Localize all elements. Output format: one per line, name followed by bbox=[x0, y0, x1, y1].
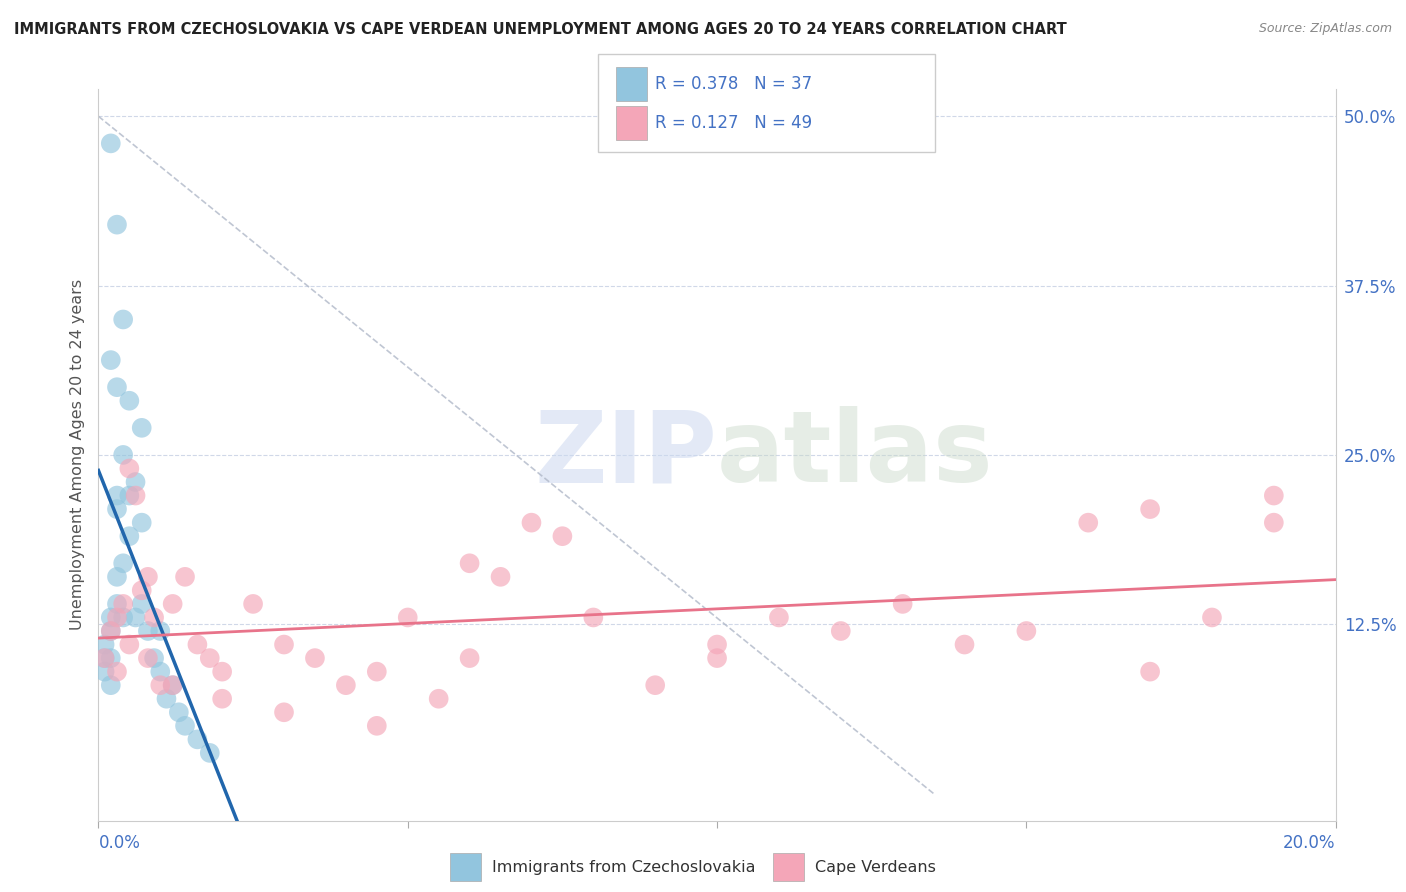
Point bbox=[124, 475, 146, 489]
Point bbox=[100, 136, 122, 151]
Point bbox=[118, 638, 141, 652]
Point bbox=[131, 421, 153, 435]
Point bbox=[118, 461, 141, 475]
Point bbox=[644, 678, 666, 692]
Point bbox=[458, 556, 481, 570]
Point bbox=[520, 516, 543, 530]
Point bbox=[155, 691, 177, 706]
Point bbox=[1139, 665, 1161, 679]
Point bbox=[891, 597, 914, 611]
Point bbox=[93, 665, 115, 679]
Point bbox=[136, 651, 159, 665]
Point bbox=[366, 719, 388, 733]
Point bbox=[1139, 502, 1161, 516]
Point bbox=[198, 651, 221, 665]
Point bbox=[167, 706, 190, 720]
Point bbox=[143, 610, 166, 624]
Point bbox=[396, 610, 419, 624]
Point bbox=[124, 610, 146, 624]
Text: 20.0%: 20.0% bbox=[1284, 834, 1336, 852]
Text: atlas: atlas bbox=[717, 407, 994, 503]
Point bbox=[1077, 516, 1099, 530]
Point bbox=[174, 570, 197, 584]
Text: Immigrants from Czechoslovakia: Immigrants from Czechoslovakia bbox=[492, 860, 755, 874]
Point bbox=[427, 691, 450, 706]
Point bbox=[1263, 516, 1285, 530]
Point bbox=[366, 665, 388, 679]
Text: ZIP: ZIP bbox=[534, 407, 717, 503]
Point bbox=[198, 746, 221, 760]
Point bbox=[112, 556, 135, 570]
Point bbox=[149, 678, 172, 692]
Point bbox=[105, 665, 128, 679]
Point bbox=[112, 610, 135, 624]
Point bbox=[149, 665, 172, 679]
Point bbox=[105, 489, 128, 503]
Point bbox=[136, 570, 159, 584]
Point bbox=[162, 597, 184, 611]
Point bbox=[131, 583, 153, 598]
Point bbox=[1015, 624, 1038, 638]
Point bbox=[100, 624, 122, 638]
Point bbox=[100, 624, 122, 638]
Point bbox=[118, 489, 141, 503]
Point bbox=[124, 489, 146, 503]
Point bbox=[162, 678, 184, 692]
Point bbox=[211, 665, 233, 679]
Point bbox=[105, 218, 128, 232]
Text: Cape Verdeans: Cape Verdeans bbox=[815, 860, 936, 874]
Point bbox=[706, 651, 728, 665]
Point bbox=[100, 651, 122, 665]
Point bbox=[830, 624, 852, 638]
Point bbox=[1201, 610, 1223, 624]
Text: IMMIGRANTS FROM CZECHOSLOVAKIA VS CAPE VERDEAN UNEMPLOYMENT AMONG AGES 20 TO 24 : IMMIGRANTS FROM CZECHOSLOVAKIA VS CAPE V… bbox=[14, 22, 1067, 37]
Point bbox=[105, 502, 128, 516]
Point bbox=[174, 719, 197, 733]
Text: R = 0.127   N = 49: R = 0.127 N = 49 bbox=[655, 114, 813, 132]
Text: 0.0%: 0.0% bbox=[98, 834, 141, 852]
Point bbox=[304, 651, 326, 665]
Point bbox=[162, 678, 184, 692]
Point bbox=[100, 353, 122, 368]
Text: Source: ZipAtlas.com: Source: ZipAtlas.com bbox=[1258, 22, 1392, 36]
Point bbox=[768, 610, 790, 624]
Y-axis label: Unemployment Among Ages 20 to 24 years: Unemployment Among Ages 20 to 24 years bbox=[69, 279, 84, 631]
Point bbox=[131, 516, 153, 530]
Point bbox=[273, 706, 295, 720]
Point bbox=[242, 597, 264, 611]
Point bbox=[93, 651, 115, 665]
Point bbox=[706, 638, 728, 652]
Point bbox=[136, 624, 159, 638]
Point bbox=[211, 691, 233, 706]
Point bbox=[335, 678, 357, 692]
Point bbox=[1263, 489, 1285, 503]
Point bbox=[112, 597, 135, 611]
Point bbox=[582, 610, 605, 624]
Point bbox=[105, 597, 128, 611]
Point bbox=[93, 651, 115, 665]
Point bbox=[143, 651, 166, 665]
Point bbox=[489, 570, 512, 584]
Point bbox=[100, 678, 122, 692]
Text: R = 0.378   N = 37: R = 0.378 N = 37 bbox=[655, 75, 813, 93]
Point bbox=[100, 610, 122, 624]
Point bbox=[112, 448, 135, 462]
Point bbox=[105, 610, 128, 624]
Point bbox=[458, 651, 481, 665]
Point bbox=[953, 638, 976, 652]
Point bbox=[93, 638, 115, 652]
Point bbox=[105, 380, 128, 394]
Point bbox=[186, 732, 208, 747]
Point bbox=[273, 638, 295, 652]
Point bbox=[112, 312, 135, 326]
Point bbox=[186, 638, 208, 652]
Point bbox=[149, 624, 172, 638]
Point bbox=[118, 529, 141, 543]
Point bbox=[551, 529, 574, 543]
Point bbox=[131, 597, 153, 611]
Point bbox=[105, 570, 128, 584]
Point bbox=[118, 393, 141, 408]
